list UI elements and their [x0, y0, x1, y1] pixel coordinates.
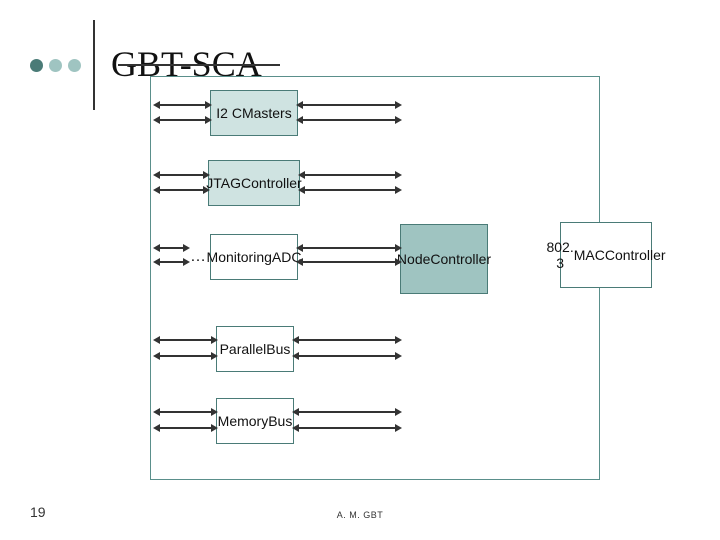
connector-line	[304, 174, 396, 176]
connector-line	[159, 355, 212, 357]
arrowhead-left-icon	[153, 244, 160, 252]
arrowhead-right-icon	[395, 408, 402, 416]
arrowhead-right-icon	[395, 244, 402, 252]
arrowhead-right-icon	[395, 101, 402, 109]
arrowhead-left-icon	[296, 116, 303, 124]
block-mac-controller: 802. 3MACController	[560, 222, 652, 288]
block-node-controller: NodeController	[400, 224, 488, 294]
connector-line	[159, 339, 212, 341]
arrowhead-right-icon	[211, 408, 218, 416]
arrowhead-left-icon	[153, 258, 160, 266]
connector-line	[159, 174, 204, 176]
connector-line	[159, 411, 212, 413]
arrowhead-left-icon	[153, 424, 160, 432]
ellipsis-text: …	[190, 248, 206, 266]
block-i2c-masters: I2 CMasters	[210, 90, 298, 136]
arrowhead-left-icon	[153, 186, 160, 194]
block-memory-bus: MemoryBus	[216, 398, 294, 444]
arrowhead-right-icon	[395, 186, 402, 194]
arrowhead-right-icon	[205, 116, 212, 124]
slide: GBT-SCA I2 CMasters JTAGController Monit…	[0, 0, 720, 540]
arrowhead-right-icon	[183, 258, 190, 266]
connector-line	[298, 427, 396, 429]
connector-line	[298, 411, 396, 413]
arrowhead-right-icon	[211, 352, 218, 360]
block-monitoring-adc: MonitoringADC	[210, 234, 298, 280]
connector-line	[304, 189, 396, 191]
connector-line	[159, 104, 206, 106]
connector-line	[159, 427, 212, 429]
arrowhead-right-icon	[203, 171, 210, 179]
bullet-dot-1	[30, 59, 43, 72]
title-underline	[118, 64, 280, 66]
connector-line	[298, 339, 396, 341]
arrowhead-right-icon	[211, 424, 218, 432]
arrowhead-left-icon	[296, 101, 303, 109]
arrowhead-left-icon	[292, 424, 299, 432]
arrowhead-left-icon	[153, 101, 160, 109]
arrowhead-left-icon	[298, 186, 305, 194]
arrowhead-left-icon	[292, 408, 299, 416]
arrowhead-right-icon	[211, 336, 218, 344]
bullet-dot-2	[49, 59, 62, 72]
connector-line	[159, 261, 184, 263]
arrowhead-right-icon	[183, 244, 190, 252]
arrowhead-right-icon	[395, 171, 402, 179]
arrowhead-left-icon	[298, 171, 305, 179]
arrowhead-left-icon	[292, 352, 299, 360]
footer-text: A. M. GBT	[337, 510, 384, 520]
connector-line	[298, 355, 396, 357]
arrowhead-right-icon	[395, 336, 402, 344]
arrowhead-right-icon	[205, 101, 212, 109]
connector-line	[159, 189, 204, 191]
connector-line	[302, 104, 396, 106]
connector-line	[302, 119, 396, 121]
connector-line	[302, 247, 396, 249]
connector-line	[302, 261, 396, 263]
arrowhead-right-icon	[395, 116, 402, 124]
arrowhead-right-icon	[395, 352, 402, 360]
arrowhead-left-icon	[153, 171, 160, 179]
connector-line	[159, 119, 206, 121]
arrowhead-right-icon	[203, 186, 210, 194]
arrowhead-right-icon	[395, 424, 402, 432]
page-number: 19	[30, 504, 46, 520]
connector-line	[159, 247, 184, 249]
arrowhead-left-icon	[153, 336, 160, 344]
title-divider	[93, 20, 95, 110]
arrowhead-left-icon	[153, 116, 160, 124]
arrowhead-left-icon	[153, 408, 160, 416]
arrowhead-left-icon	[296, 258, 303, 266]
arrowhead-left-icon	[296, 244, 303, 252]
arrowhead-left-icon	[153, 352, 160, 360]
block-parallel-bus: ParallelBus	[216, 326, 294, 372]
bullet-dot-3	[68, 59, 81, 72]
block-jtag-controller: JTAGController	[208, 160, 300, 206]
arrowhead-left-icon	[292, 336, 299, 344]
arrowhead-right-icon	[395, 258, 402, 266]
